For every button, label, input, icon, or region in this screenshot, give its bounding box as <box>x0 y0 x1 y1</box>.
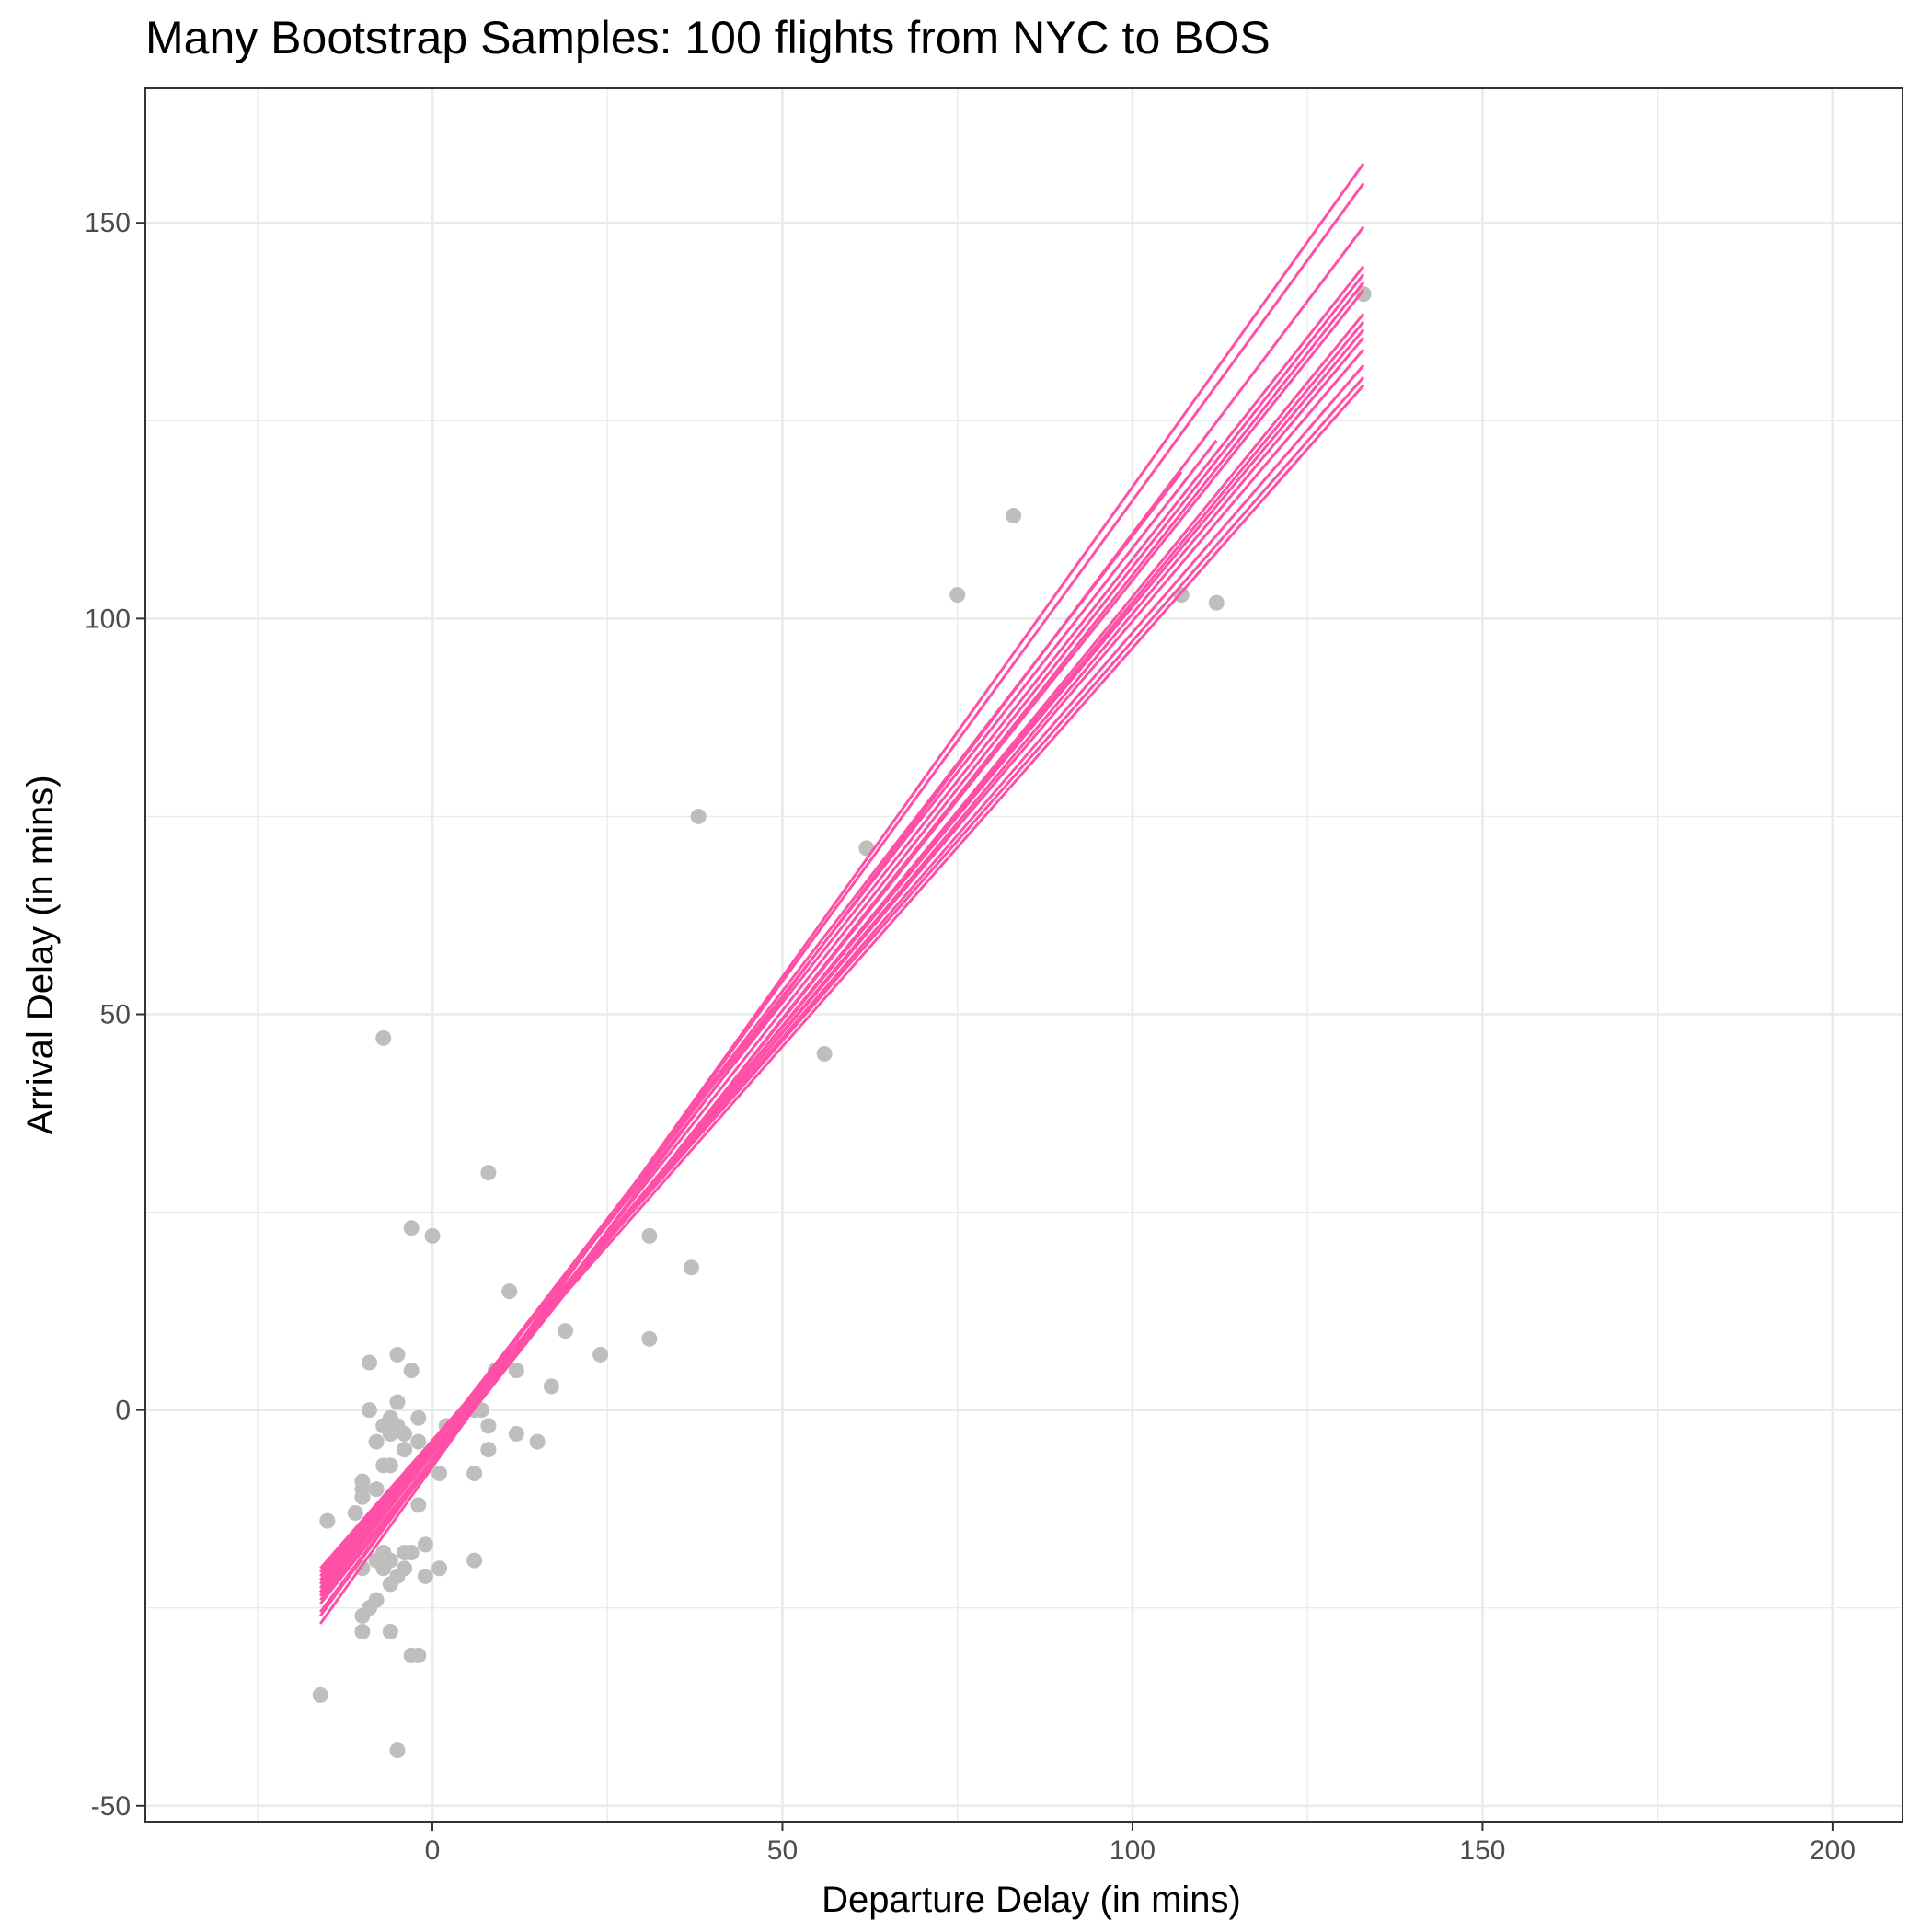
data-point <box>1208 594 1225 611</box>
x-tick-label: 100 <box>1110 1835 1156 1866</box>
data-point <box>347 1504 363 1521</box>
data-point <box>684 1259 700 1276</box>
data-point <box>501 1283 518 1300</box>
data-point <box>592 1346 609 1363</box>
minor-gridlines <box>145 88 1903 1822</box>
data-point <box>410 1433 427 1450</box>
data-point <box>431 1465 448 1481</box>
data-point <box>389 1742 406 1759</box>
data-point <box>558 1323 574 1340</box>
data-point <box>466 1552 483 1569</box>
data-point <box>354 1624 371 1640</box>
data-point <box>690 808 707 824</box>
x-tick-label: 0 <box>425 1835 441 1866</box>
x-axis: 0 50 100 150 200 <box>425 1822 1856 1866</box>
data-point <box>397 1560 413 1577</box>
data-point <box>382 1457 398 1474</box>
data-point <box>397 1442 413 1458</box>
data-point <box>410 1409 427 1426</box>
x-tick-label: 150 <box>1459 1835 1505 1866</box>
y-axis: -50 0 50 100 150 <box>85 208 145 1822</box>
data-point <box>480 1418 497 1434</box>
bootstrap-regression-lines <box>319 162 1365 1625</box>
data-point <box>312 1686 328 1703</box>
data-point <box>403 1545 420 1561</box>
data-point <box>389 1394 406 1410</box>
data-point <box>368 1592 385 1608</box>
data-point <box>362 1402 378 1419</box>
x-axis-title: Departure Delay (in mins) <box>822 1880 1241 1920</box>
data-point <box>417 1568 433 1584</box>
data-point <box>368 1481 385 1498</box>
data-point <box>403 1363 420 1379</box>
data-point <box>466 1465 483 1481</box>
data-point <box>1355 286 1372 303</box>
y-tick-label: 100 <box>85 604 131 634</box>
y-tick-label: 150 <box>85 208 131 238</box>
scatter-points <box>312 286 1372 1759</box>
data-point <box>431 1560 448 1577</box>
data-point <box>410 1497 427 1513</box>
data-point <box>1006 508 1022 524</box>
data-point <box>529 1433 546 1450</box>
data-point <box>641 1330 658 1347</box>
chart-title: Many Bootstrap Samples: 100 flights from… <box>145 12 1271 63</box>
panel-border <box>144 87 1903 1823</box>
major-gridlines <box>145 88 1903 1822</box>
data-point <box>543 1378 559 1395</box>
data-point <box>319 1512 336 1529</box>
data-point <box>403 1220 420 1236</box>
data-point <box>410 1647 427 1663</box>
data-point <box>389 1346 406 1363</box>
data-point <box>949 587 966 604</box>
data-point <box>480 1165 497 1181</box>
data-point <box>424 1227 441 1244</box>
regression-line <box>319 376 1365 1570</box>
x-tick-label: 50 <box>767 1835 798 1866</box>
data-point <box>362 1354 378 1371</box>
data-point <box>816 1046 833 1063</box>
data-point <box>508 1425 524 1442</box>
data-point <box>382 1552 398 1569</box>
regression-line <box>319 182 1365 1617</box>
data-point <box>480 1442 497 1458</box>
y-tick-label: 0 <box>115 1396 131 1426</box>
data-point <box>417 1536 433 1553</box>
x-tick-label: 200 <box>1810 1835 1856 1866</box>
data-point <box>641 1227 658 1244</box>
y-tick-label: 50 <box>100 1000 131 1030</box>
regression-line <box>319 471 1183 1593</box>
data-point <box>354 1489 371 1505</box>
data-point <box>508 1363 524 1379</box>
y-tick-label: -50 <box>91 1791 131 1822</box>
data-point <box>382 1624 398 1640</box>
y-axis-title: Arrival Delay (in mins) <box>20 775 61 1134</box>
data-point <box>397 1425 413 1442</box>
data-point <box>368 1433 385 1450</box>
data-point <box>375 1029 392 1046</box>
